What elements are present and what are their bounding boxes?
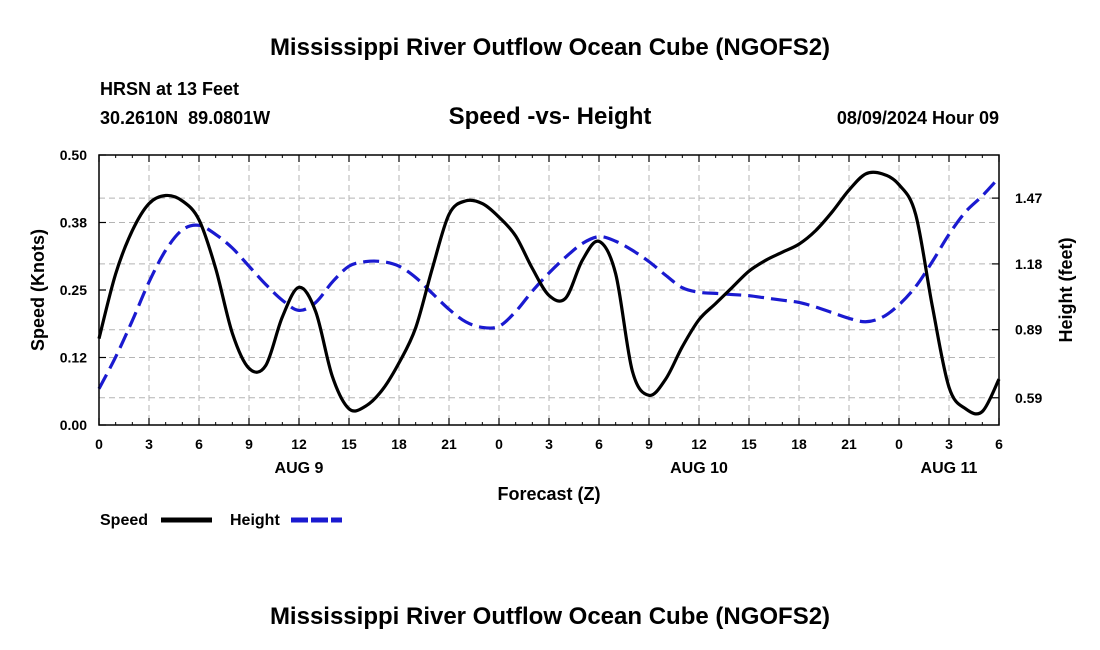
date-label: AUG 9 [275, 460, 324, 477]
x-tick-label: 0 [495, 436, 503, 452]
x-tick-label: 21 [441, 436, 457, 452]
x-tick-label: 0 [95, 436, 103, 452]
timestamp-label: 08/09/2024 Hour 09 [837, 108, 999, 128]
date-label: AUG 10 [670, 460, 728, 477]
x-tick-label: 15 [341, 436, 357, 452]
y-left-tick-label: 0.12 [60, 350, 87, 366]
x-tick-label: 12 [291, 436, 307, 452]
height-series-line [97, 176, 1001, 390]
y-left-tick-label: 0.38 [60, 215, 87, 231]
ticks-layer [98, 154, 1000, 426]
y-axis-left-label: Speed (Knots) [28, 229, 48, 351]
main-title: Mississippi River Outflow Ocean Cube (NG… [270, 34, 830, 61]
station-label: HRSN at 13 Feet [100, 79, 239, 99]
legend-height-label: Height [230, 512, 280, 529]
x-tick-label: 6 [195, 436, 203, 452]
y-left-tick-label: 0.25 [60, 282, 87, 298]
coords-label: 30.2610N 89.0801W [100, 108, 270, 128]
x-tick-label: 6 [595, 436, 603, 452]
date-label: AUG 11 [921, 460, 978, 477]
x-tick-label: 3 [545, 436, 553, 452]
y-left-tick-labels: 0.00 0.12 0.25 0.38 0.50 [60, 147, 87, 433]
legend: Speed Height [100, 512, 342, 529]
y-right-tick-label: 0.59 [1015, 390, 1042, 406]
grid [98, 154, 1000, 426]
x-tick-label: 15 [741, 436, 757, 452]
x-tick-label: 21 [841, 436, 857, 452]
x-axis-label: Forecast (Z) [497, 484, 600, 504]
x-tick-label: 3 [945, 436, 953, 452]
y-right-tick-label: 1.18 [1015, 256, 1042, 272]
y-right-tick-label: 0.89 [1015, 322, 1042, 338]
x-tick-label: 6 [995, 436, 1003, 452]
x-tick-labels: 0 3 6 9 12 15 18 21 0 3 6 9 12 15 18 21 0 3 6 [95, 436, 1003, 452]
y-right-tick-labels: 0.59 0.89 1.18 1.47 [1015, 190, 1042, 406]
x-tick-label: 12 [691, 436, 707, 452]
date-labels: AUG 9 AUG 10 AUG 11 [275, 460, 978, 477]
x-tick-label: 18 [391, 436, 407, 452]
legend-speed-label: Speed [100, 512, 148, 529]
y-right-tick-label: 1.47 [1015, 190, 1042, 206]
x-tick-label: 9 [245, 436, 253, 452]
y-left-tick-label: 0.00 [60, 417, 87, 433]
x-tick-label: 3 [145, 436, 153, 452]
x-tick-label: 0 [895, 436, 903, 452]
y-axis-right-label: Height (feet) [1056, 238, 1076, 343]
speed-series-line [97, 170, 1001, 416]
y-left-tick-label: 0.50 [60, 147, 87, 163]
x-tick-label: 18 [791, 436, 807, 452]
chart-subtitle: Speed -vs- Height [449, 103, 652, 130]
series-layer [97, 170, 1001, 416]
footer-title: Mississippi River Outflow Ocean Cube (NG… [270, 603, 830, 630]
x-tick-label: 9 [645, 436, 653, 452]
